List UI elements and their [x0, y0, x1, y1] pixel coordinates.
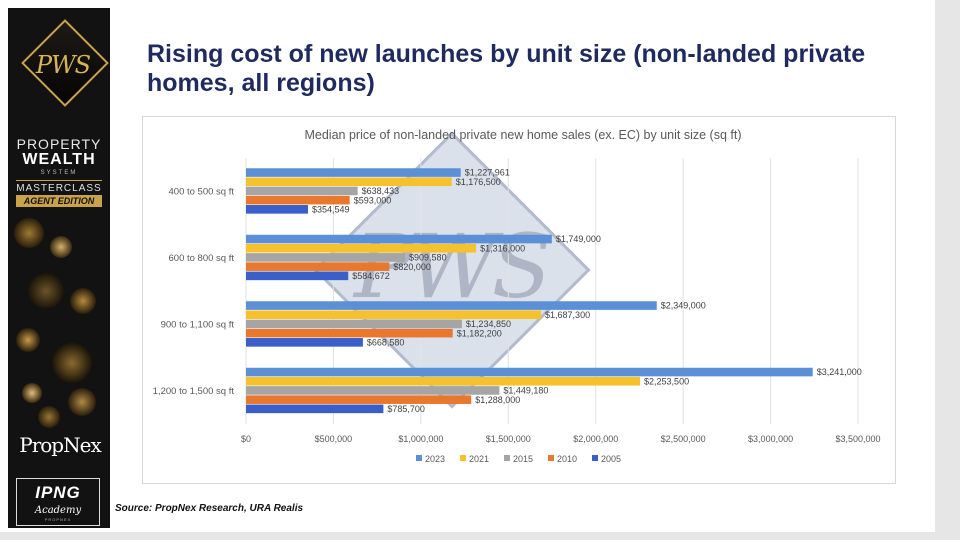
academy-logo-main: IPNG [35, 483, 81, 502]
data-label: $1,288,000 [475, 395, 520, 405]
bokeh-light [70, 288, 96, 314]
bokeh-light [52, 343, 92, 383]
slide: PWS PROPERTY WEALTH SYSTEM MASTERCLASS A… [0, 0, 935, 532]
legend-label: 2015 [513, 454, 533, 464]
x-tick-label: $500,000 [315, 434, 353, 444]
brand-line-property: PROPERTY [16, 136, 102, 152]
bokeh-light [68, 388, 96, 416]
data-label: $1,182,200 [457, 328, 502, 338]
data-label: $1,227,961 [465, 168, 510, 178]
data-labels: $1,227,961$1,176,500 $638,433$593,000 $354… [312, 168, 862, 414]
data-label: $354,549 [312, 204, 350, 214]
data-label: $638,433 [362, 186, 400, 196]
bar-2005 [246, 205, 308, 214]
legend-swatch-2015 [504, 455, 510, 461]
data-label: $2,253,500 [644, 376, 689, 386]
bar-2005 [246, 338, 363, 347]
x-tick-label: $1,000,000 [398, 434, 443, 444]
data-label: $1,234,850 [466, 319, 511, 329]
y-category-label: 400 to 500 sq ft [169, 186, 235, 197]
source-note: Source: PropNex Research, URA Realis [115, 503, 304, 514]
data-label: $1,687,300 [545, 310, 590, 320]
data-label: $820,000 [393, 262, 431, 272]
x-tick-label: $3,500,000 [835, 434, 880, 444]
bar-2010 [246, 328, 453, 338]
academy-logo-tiny: PROPNEX [44, 517, 72, 522]
bar-2015 [246, 253, 406, 262]
bar-2005 [246, 404, 384, 414]
sidebar-branding: PWS PROPERTY WEALTH SYSTEM MASTERCLASS A… [8, 8, 110, 528]
x-tick-label: $3,000,000 [748, 434, 793, 444]
brand-line-agent-edition: AGENT EDITION [16, 195, 102, 207]
bar-2010 [246, 262, 390, 271]
data-label: $909,580 [409, 253, 447, 263]
bar-2023 [246, 234, 552, 244]
bokeh-light [28, 273, 64, 309]
y-category-label: 1,200 to 1,500 sq ft [153, 386, 235, 397]
chart-legend: 2023 2021 2015 2010 2005 [416, 454, 621, 464]
chart-title: Median price of non-landed private new h… [304, 128, 741, 142]
brand-line-masterclass: MASTERCLASS [16, 180, 102, 194]
y-category-label: 600 to 800 sq ft [169, 253, 235, 264]
academy-logo: IPNG Academy PROPNEX [16, 478, 100, 526]
academy-logo-sub: Academy [34, 505, 82, 516]
bar-2021 [246, 243, 477, 253]
axis-labels: $0 $500,000 $1,000,000 $1,500,000 $2,000,000… [153, 186, 881, 444]
bar-2015 [246, 319, 462, 329]
legend-swatch-2005 [592, 455, 598, 461]
legend-label: 2023 [425, 454, 445, 464]
bar-2005 [246, 271, 349, 281]
data-label: $1,316,000 [480, 243, 525, 253]
bar-group [246, 168, 813, 414]
legend-swatch-2023 [416, 455, 422, 461]
legend-label: 2021 [469, 454, 489, 464]
bar-2015 [246, 386, 500, 395]
bar-chart: Median price of non-landed private new h… [153, 128, 881, 464]
bokeh-light [22, 383, 42, 403]
bar-2023 [246, 301, 657, 310]
pws-logo-text: PWS [35, 51, 91, 79]
x-tick-label: $1,500,000 [486, 434, 531, 444]
brand-line-system: SYSTEM [40, 170, 78, 176]
legend-swatch-2010 [548, 455, 554, 461]
bar-2010 [246, 195, 350, 205]
data-label: $785,700 [387, 404, 425, 414]
bar-2021 [246, 310, 542, 320]
bar-2010 [246, 395, 472, 404]
data-label: $1,176,500 [456, 177, 501, 187]
data-label: $668,580 [367, 337, 405, 347]
bokeh-light [50, 236, 72, 258]
x-tick-label: $0 [241, 434, 251, 444]
legend-label: 2010 [557, 454, 577, 464]
bokeh-light [14, 218, 44, 248]
data-label: $2,349,000 [661, 301, 706, 311]
bokeh-light [16, 328, 40, 352]
x-tick-label: $2,000,000 [573, 434, 618, 444]
data-label: $584,672 [352, 271, 390, 281]
data-label: $3,241,000 [817, 367, 862, 377]
data-label: $593,000 [354, 195, 392, 205]
legend-swatch-2021 [460, 455, 466, 461]
brand-line-wealth: WEALTH [22, 151, 96, 168]
y-category-label: 900 to 1,100 sq ft [161, 319, 235, 330]
bar-2023 [246, 168, 461, 177]
legend-label: 2005 [601, 454, 621, 464]
bar-2021 [246, 376, 641, 386]
data-label: $1,449,180 [503, 386, 548, 396]
slide-title: Rising cost of new launches by unit size… [147, 40, 866, 97]
bar-2015 [246, 186, 358, 196]
x-tick-label: $2,500,000 [661, 434, 706, 444]
bokeh-light [38, 406, 60, 428]
propnex-logo: PropNex [19, 433, 101, 457]
data-label: $1,749,000 [556, 234, 601, 244]
bar-2023 [246, 367, 813, 377]
bar-2021 [246, 177, 452, 187]
